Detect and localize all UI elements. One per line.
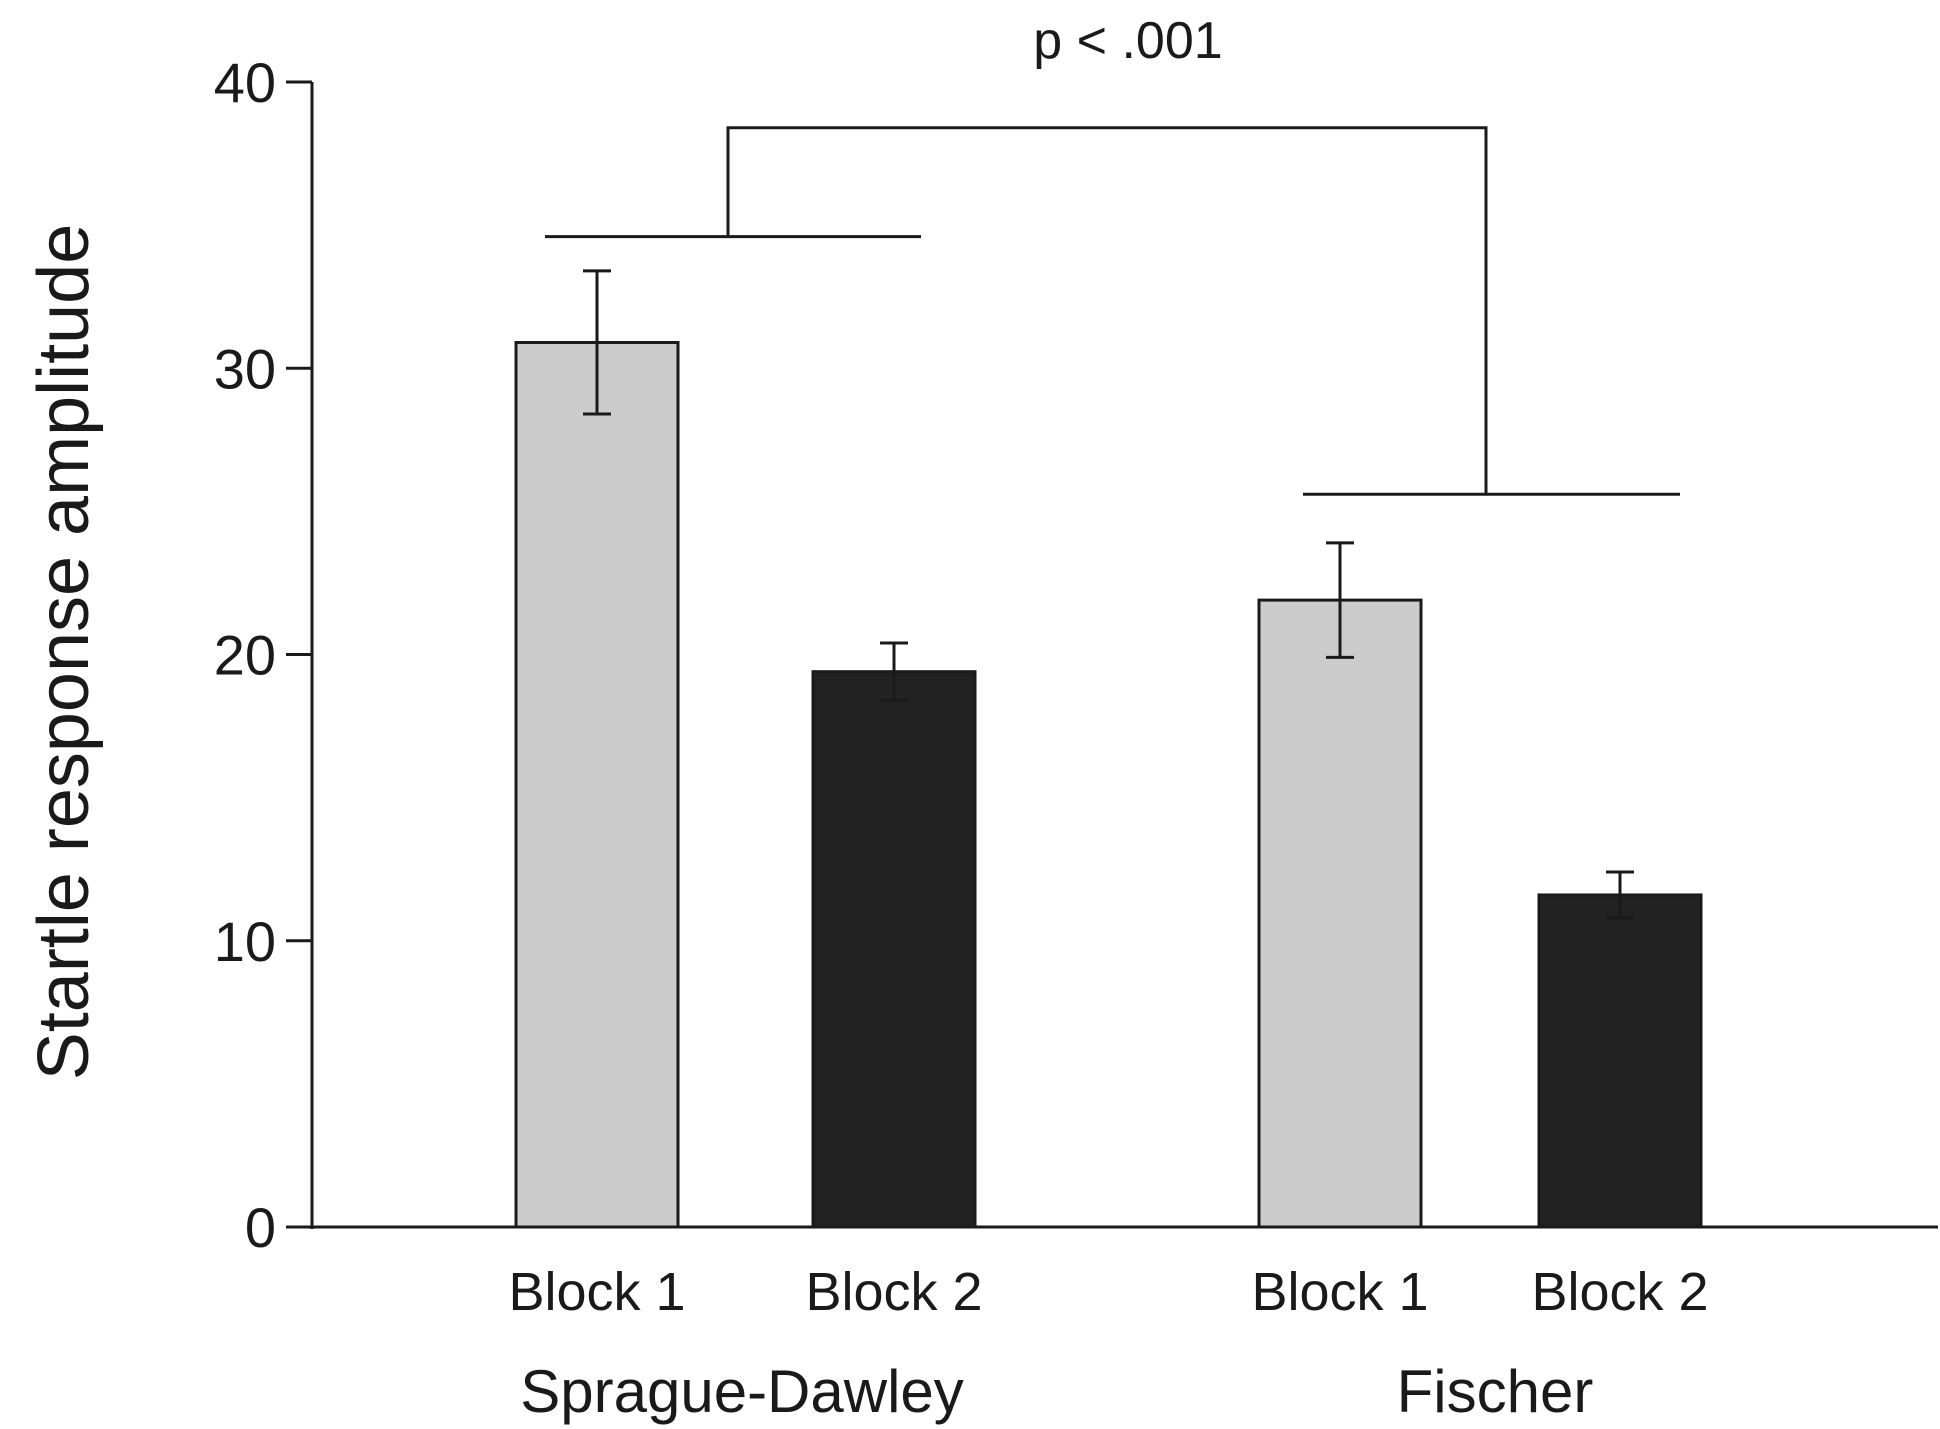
- group-label: Fischer: [1397, 1358, 1594, 1425]
- p-value-label: p < .001: [1033, 12, 1222, 70]
- y-tick-label: 10: [214, 910, 276, 973]
- bar: [1537, 893, 1703, 1229]
- y-tick-label: 40: [214, 51, 276, 114]
- category-labels: Block 1 Block 2 Block 1 Block 2: [508, 1262, 1708, 1322]
- y-axis: 0 10 20 30 40: [214, 51, 314, 1259]
- x-tick-label: Block 2: [805, 1262, 982, 1322]
- error-bars: [583, 269, 1634, 920]
- y-tick-label: 20: [214, 624, 276, 687]
- group-labels: Sprague-Dawley Fischer: [520, 1358, 1593, 1425]
- y-axis-label: Startle response amplitude: [24, 224, 104, 1080]
- bars: [514, 340, 1703, 1229]
- group-label: Sprague-Dawley: [520, 1358, 964, 1425]
- bar: [514, 340, 680, 1229]
- bar: [811, 670, 977, 1229]
- x-tick-label: Block 1: [508, 1262, 685, 1322]
- x-tick-label: Block 1: [1251, 1262, 1428, 1322]
- bar: [1257, 598, 1423, 1229]
- y-tick-label: 0: [245, 1196, 276, 1259]
- x-tick-label: Block 2: [1531, 1262, 1708, 1322]
- comparison-bracket: [726, 126, 1488, 495]
- significance-annotation: p < .001: [545, 12, 1680, 496]
- y-tick-label: 30: [214, 337, 276, 400]
